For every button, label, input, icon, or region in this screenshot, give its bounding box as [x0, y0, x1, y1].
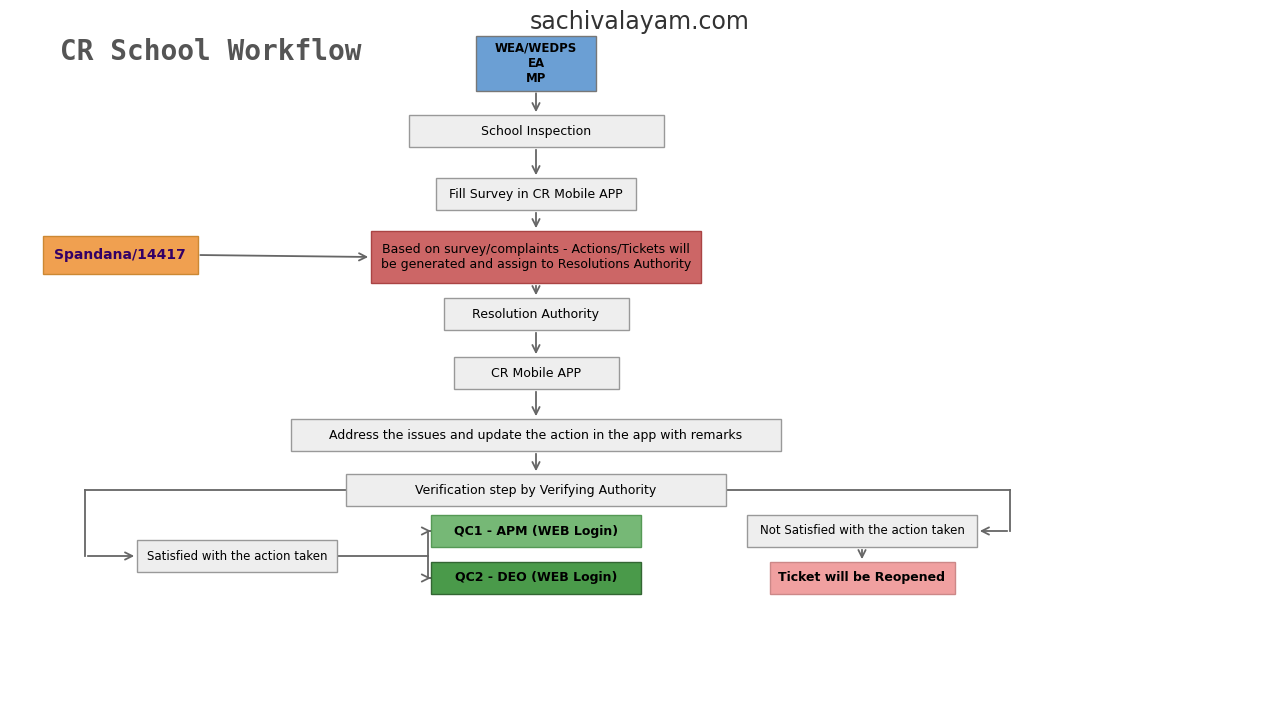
- FancyBboxPatch shape: [431, 515, 641, 547]
- Text: QC2 - DEO (WEB Login): QC2 - DEO (WEB Login): [454, 572, 617, 585]
- FancyBboxPatch shape: [291, 419, 781, 451]
- FancyBboxPatch shape: [476, 35, 596, 91]
- Text: Fill Survey in CR Mobile APP: Fill Survey in CR Mobile APP: [449, 187, 623, 200]
- Text: Ticket will be Reopened: Ticket will be Reopened: [778, 572, 946, 585]
- Text: Verification step by Verifying Authority: Verification step by Verifying Authority: [416, 484, 657, 497]
- FancyBboxPatch shape: [431, 562, 641, 594]
- FancyBboxPatch shape: [371, 231, 701, 283]
- Text: QC1 - APM (WEB Login): QC1 - APM (WEB Login): [454, 524, 618, 538]
- FancyBboxPatch shape: [137, 540, 337, 572]
- Text: CR Mobile APP: CR Mobile APP: [492, 366, 581, 379]
- FancyBboxPatch shape: [346, 474, 726, 506]
- Text: CR School Workflow: CR School Workflow: [60, 38, 361, 66]
- FancyBboxPatch shape: [436, 178, 636, 210]
- Text: Address the issues and update the action in the app with remarks: Address the issues and update the action…: [329, 428, 742, 441]
- FancyBboxPatch shape: [443, 298, 628, 330]
- Text: Not Satisfied with the action taken: Not Satisfied with the action taken: [759, 524, 964, 538]
- Text: sachivalayam.com: sachivalayam.com: [530, 10, 750, 34]
- FancyBboxPatch shape: [408, 115, 663, 147]
- FancyBboxPatch shape: [42, 236, 197, 274]
- Text: Spandana/14417: Spandana/14417: [54, 248, 186, 262]
- Text: Satisfied with the action taken: Satisfied with the action taken: [147, 549, 328, 562]
- FancyBboxPatch shape: [748, 515, 977, 547]
- FancyBboxPatch shape: [769, 562, 955, 594]
- FancyBboxPatch shape: [453, 357, 618, 389]
- Text: School Inspection: School Inspection: [481, 125, 591, 138]
- Text: WEA/WEDPS
EA
MP: WEA/WEDPS EA MP: [495, 42, 577, 84]
- Text: Based on survey/complaints - Actions/Tickets will
be generated and assign to Res: Based on survey/complaints - Actions/Tic…: [381, 243, 691, 271]
- Text: Resolution Authority: Resolution Authority: [472, 307, 599, 320]
